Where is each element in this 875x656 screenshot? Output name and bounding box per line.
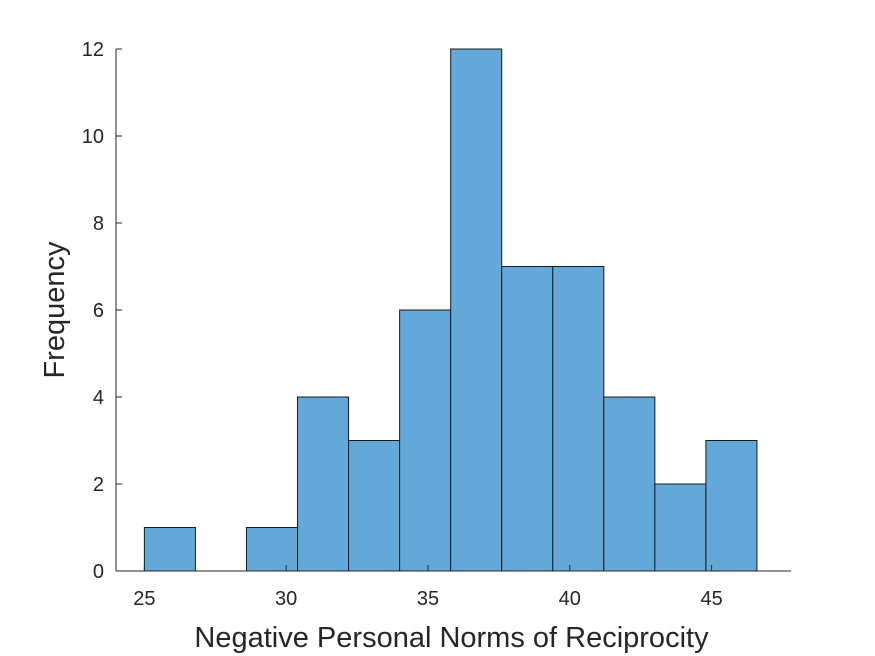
x-tick-label: 45 <box>700 588 722 610</box>
histogram-bar-2 <box>245 527 299 572</box>
histogram-bar-8 <box>552 266 605 572</box>
histogram-bar-11 <box>705 440 758 572</box>
histogram-bar-0 <box>143 527 196 572</box>
histogram-bar-10 <box>654 483 707 572</box>
x-ticks-group: 25 30 35 40 45 <box>133 565 723 610</box>
y-tick-label: 0 <box>93 561 104 583</box>
histogram-bar-4 <box>348 440 401 572</box>
y-ticks-group: 0 2 4 6 8 10 12 <box>82 39 122 583</box>
y-axis-title: Frequency <box>39 241 71 379</box>
histogram-bar-6 <box>450 48 503 572</box>
y-tick-label: 10 <box>82 126 104 148</box>
x-axis-title: Negative Personal Norms of Reciprocity <box>194 622 709 654</box>
histogram-bar-9 <box>603 396 656 572</box>
histogram-bar-3 <box>297 396 350 572</box>
x-tick-label: 25 <box>133 588 155 610</box>
y-tick-label: 12 <box>82 39 104 61</box>
x-tick-label: 40 <box>559 588 581 610</box>
y-tick-label: 6 <box>93 300 104 322</box>
histogram-bar-5 <box>399 309 452 572</box>
bars-group <box>143 48 758 572</box>
histogram-bar-7 <box>501 266 554 572</box>
y-tick-label: 4 <box>93 387 104 409</box>
y-tick-label: 2 <box>93 474 104 496</box>
y-tick-label: 8 <box>93 213 104 235</box>
x-tick-label: 30 <box>275 588 297 610</box>
x-tick-label: 35 <box>417 588 439 610</box>
